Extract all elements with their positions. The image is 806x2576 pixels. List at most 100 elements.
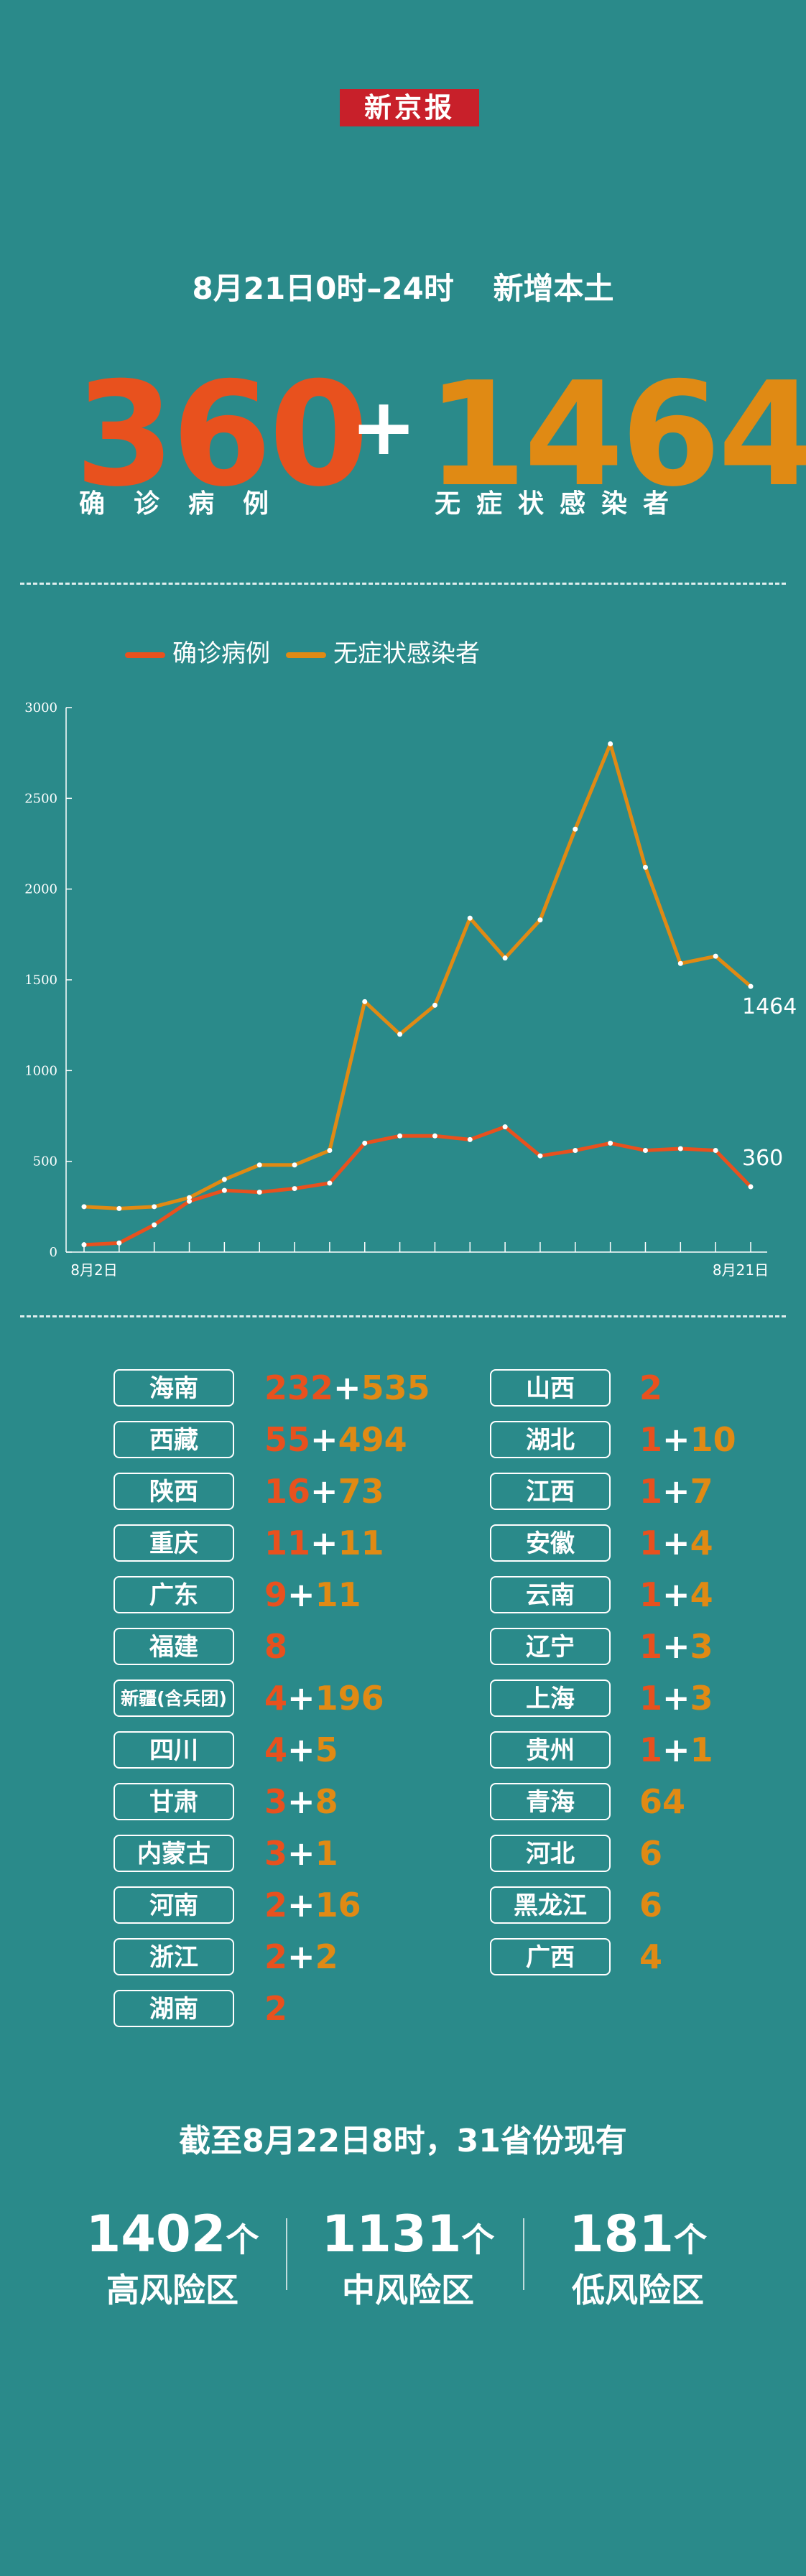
data-point-confirmed [116,1240,122,1246]
y-tick-label: 0 [50,1245,57,1260]
province-plus: + [287,1937,315,1976]
trend-chart: 0 500 1000 1500 2000 2500 3000 8月2日 8月21日 1464 360 [24,700,797,1279]
province-value: 4+5 [264,1731,338,1769]
confirmed-total: 360 [75,351,369,519]
end-label-asymptomatic: 1464 [742,994,797,1019]
province-value: 6 [639,1886,662,1924]
province-tag: 湖南 [114,1990,234,2027]
province-asymptomatic: 8 [315,1782,338,1821]
province-confirmed: 55 [264,1420,311,1459]
province-asymptomatic: 6 [639,1886,663,1924]
province-asymptomatic: 3 [690,1627,713,1666]
asymptomatic-total: 1464 [427,351,806,519]
province-value: 1+7 [639,1473,713,1510]
province-tag: 湖北 [490,1421,611,1458]
province-plus: + [310,1524,338,1562]
province-tag: 云南 [490,1576,611,1613]
divider-top [20,583,786,585]
data-point-asymptomatic [502,955,508,961]
province-plus: + [662,1575,690,1614]
asymptomatic-label: 无症状感染者 [435,489,685,519]
data-point-asymptomatic [256,1162,262,1168]
province-tag: 广东 [114,1576,234,1613]
province-asymptomatic: 64 [639,1782,686,1821]
province-confirmed: 1 [639,1472,663,1511]
province-tag: 河北 [490,1835,611,1872]
data-point-confirmed [537,1153,543,1159]
province-plus: + [287,1679,315,1718]
data-point-confirmed [397,1133,403,1139]
data-point-confirmed [81,1242,87,1248]
province-value: 3+1 [264,1835,338,1872]
province-plus: + [662,1420,690,1459]
province-plus: + [287,1575,315,1614]
province-value: 2+2 [264,1938,338,1975]
province-confirmed: 1 [639,1575,663,1614]
province-value: 1+10 [639,1421,736,1458]
series-line-asymptomatic [83,742,752,1210]
legend-swatch-asymptomatic [286,652,326,658]
province-confirmed: 4 [264,1679,288,1718]
low-risk-unit: 个 [674,2220,708,2259]
province-asymptomatic: 4 [690,1524,713,1562]
province-value: 1+4 [639,1576,713,1613]
province-confirmed: 232 [264,1368,334,1407]
province-value: 64 [639,1783,685,1820]
province-asymptomatic: 7 [690,1472,713,1511]
end-label-confirmed: 360 [742,1146,783,1171]
province-plus: + [287,1886,315,1924]
province-asymptomatic: 2 [315,1937,338,1976]
province-asymptomatic: 5 [315,1731,338,1769]
province-asymptomatic: 10 [690,1420,736,1459]
province-confirmed: 1 [639,1524,663,1562]
province-tag: 广西 [490,1938,611,1975]
province-confirmed: 9 [264,1575,288,1614]
province-asymptomatic: 11 [338,1524,384,1562]
province-tag: 江西 [490,1473,611,1510]
data-point-asymptomatic [187,1195,193,1200]
data-point-asymptomatic [748,983,754,989]
province-asymptomatic: 1 [690,1731,713,1769]
province-asymptomatic: 16 [315,1886,361,1924]
x-tick-label-end: 8月21日 [713,1261,769,1279]
province-tag: 甘肃 [114,1783,234,1820]
province-value: 11+11 [264,1524,384,1562]
report-title: 8月21日0时–24时 新增本土 [0,264,806,308]
province-value: 55+494 [264,1421,407,1458]
province-tag: 四川 [114,1731,234,1769]
medium-risk-area: 1131个 中风险区 [300,2205,516,2312]
data-point-asymptomatic [81,1204,87,1210]
province-asymptomatic: 11 [315,1575,361,1614]
y-tick-label: 2500 [24,791,57,806]
data-point-confirmed [608,1140,613,1146]
data-point-asymptomatic [713,953,718,959]
data-point-confirmed [502,1124,508,1130]
province-tag: 新疆(含兵团) [114,1680,234,1717]
data-point-asymptomatic [642,864,648,870]
medium-risk-label: 中风险区 [342,2271,474,2309]
province-plus: + [333,1368,361,1407]
province-tag: 陕西 [114,1473,234,1510]
x-tick-label-start: 8月2日 [70,1261,117,1279]
province-value: 1+3 [639,1680,713,1717]
data-point-confirmed [221,1187,227,1193]
province-confirmed: 8 [264,1627,288,1666]
legend-label-confirmed: 确诊病例 [172,639,270,668]
province-tag: 重庆 [114,1524,234,1562]
data-point-confirmed [573,1148,578,1154]
province-confirmed: 1 [639,1679,663,1718]
province-value: 232+535 [264,1369,430,1407]
province-value: 3+8 [264,1783,338,1820]
province-asymptomatic: 494 [338,1420,407,1459]
plus-sign: + [351,381,417,473]
y-tick-label: 3000 [24,700,57,715]
province-tag: 贵州 [490,1731,611,1769]
data-point-confirmed [467,1136,473,1142]
data-point-asymptomatic [292,1162,297,1168]
province-plus: + [287,1782,315,1821]
data-point-asymptomatic [327,1148,333,1154]
province-confirmed: 4 [264,1731,288,1769]
province-confirmed: 1 [639,1420,663,1459]
high-risk-label: 高风险区 [106,2271,238,2309]
y-tick-label: 2000 [24,882,57,897]
